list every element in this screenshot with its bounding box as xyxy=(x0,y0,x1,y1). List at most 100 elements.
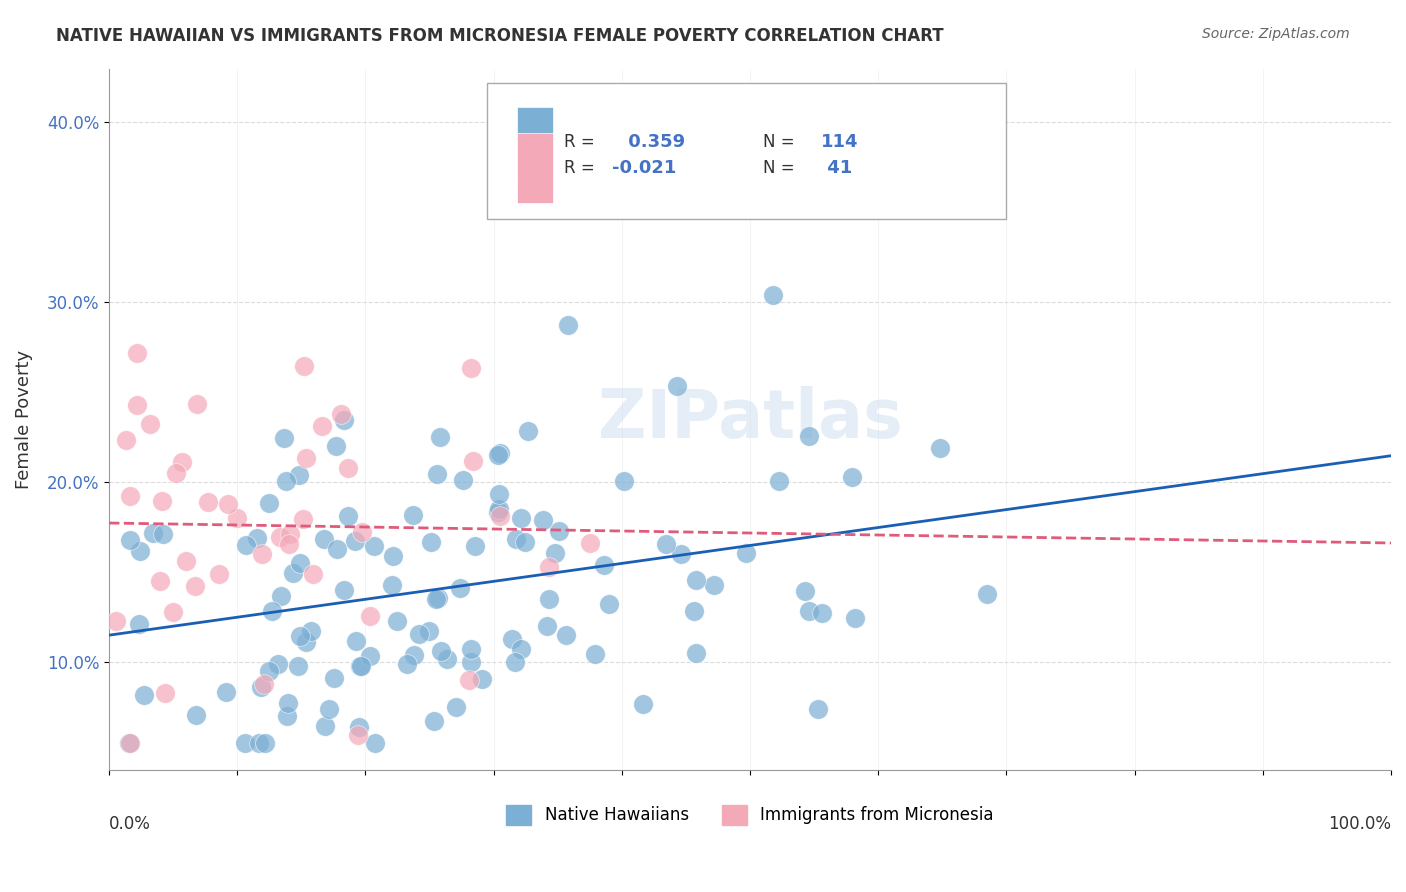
Point xyxy=(685,646,707,660)
Point xyxy=(266,657,288,672)
Point xyxy=(253,736,276,750)
Point xyxy=(505,532,527,546)
Point xyxy=(583,647,606,661)
Point xyxy=(471,673,494,687)
Point xyxy=(364,736,387,750)
Point xyxy=(486,448,509,462)
Point xyxy=(128,616,150,631)
Point xyxy=(276,708,298,723)
Text: N =: N = xyxy=(763,133,794,151)
Point xyxy=(337,509,360,524)
Point xyxy=(287,659,309,673)
Point xyxy=(336,461,359,475)
Text: ZIPatlas: ZIPatlas xyxy=(598,386,903,452)
Point xyxy=(273,431,295,445)
Point xyxy=(257,496,280,510)
Point xyxy=(385,615,408,629)
Point xyxy=(170,455,193,469)
Point xyxy=(260,603,283,617)
Point xyxy=(257,664,280,678)
Point xyxy=(350,659,373,673)
Point xyxy=(666,379,689,393)
Point xyxy=(291,512,314,526)
Point xyxy=(250,547,273,561)
Point xyxy=(513,535,536,549)
Point xyxy=(548,524,571,538)
Point xyxy=(314,719,336,733)
Point xyxy=(290,556,312,570)
Point xyxy=(426,467,449,482)
Point xyxy=(536,619,558,633)
Point xyxy=(270,589,292,603)
Point xyxy=(184,708,207,723)
Point xyxy=(510,511,533,525)
Point xyxy=(269,530,291,544)
Point xyxy=(165,466,187,480)
Point xyxy=(277,537,299,551)
Point xyxy=(115,434,138,448)
Text: N =: N = xyxy=(763,159,794,178)
Text: NATIVE HAWAIIAN VS IMMIGRANTS FROM MICRONESIA FEMALE POVERTY CORRELATION CHART: NATIVE HAWAIIAN VS IMMIGRANTS FROM MICRO… xyxy=(56,27,943,45)
Point xyxy=(127,346,149,360)
Point xyxy=(794,583,817,598)
Point xyxy=(152,493,174,508)
Point xyxy=(554,628,576,642)
Point xyxy=(841,469,863,483)
Point xyxy=(184,579,207,593)
Point xyxy=(253,677,276,691)
Point xyxy=(460,655,482,669)
Point xyxy=(613,474,636,488)
Point xyxy=(288,629,311,643)
Point xyxy=(489,446,512,460)
Text: Source: ZipAtlas.com: Source: ZipAtlas.com xyxy=(1202,27,1350,41)
Point xyxy=(152,526,174,541)
Point xyxy=(363,539,385,553)
Point xyxy=(425,591,447,606)
Point xyxy=(807,702,830,716)
Point xyxy=(349,659,371,673)
Point xyxy=(464,539,486,553)
Point xyxy=(516,424,538,438)
Point xyxy=(318,702,340,716)
Legend: Native Hawaiians, Immigrants from Micronesia: Native Hawaiians, Immigrants from Micron… xyxy=(499,797,1001,831)
Point xyxy=(735,546,758,560)
Point xyxy=(208,567,231,582)
Point xyxy=(322,671,344,685)
Point xyxy=(460,642,482,657)
Point xyxy=(683,604,706,618)
Point xyxy=(294,450,316,465)
Text: R =: R = xyxy=(564,159,595,178)
Point xyxy=(278,526,301,541)
Point xyxy=(486,505,509,519)
Point xyxy=(276,474,298,488)
Text: 114: 114 xyxy=(821,133,858,151)
Point xyxy=(669,547,692,561)
Point xyxy=(330,407,353,421)
Text: -0.021: -0.021 xyxy=(612,159,676,178)
Point xyxy=(408,627,430,641)
Point xyxy=(761,288,783,302)
Point xyxy=(129,544,152,558)
Point xyxy=(148,574,170,588)
FancyBboxPatch shape xyxy=(488,83,1007,219)
Point xyxy=(162,605,184,619)
Point xyxy=(138,417,160,431)
Point xyxy=(458,673,481,688)
Point xyxy=(426,591,449,605)
Point xyxy=(598,597,620,611)
Point xyxy=(347,720,370,734)
Point xyxy=(215,685,238,699)
Point xyxy=(235,538,257,552)
Point xyxy=(685,573,707,587)
Point xyxy=(247,736,270,750)
Point xyxy=(350,524,373,539)
Point xyxy=(429,430,451,444)
Point xyxy=(186,397,208,411)
Bar xyxy=(517,107,553,178)
Point xyxy=(444,699,467,714)
Point xyxy=(488,487,510,501)
Point xyxy=(631,697,654,711)
Point xyxy=(592,558,614,572)
Point xyxy=(287,467,309,482)
Point xyxy=(537,559,560,574)
